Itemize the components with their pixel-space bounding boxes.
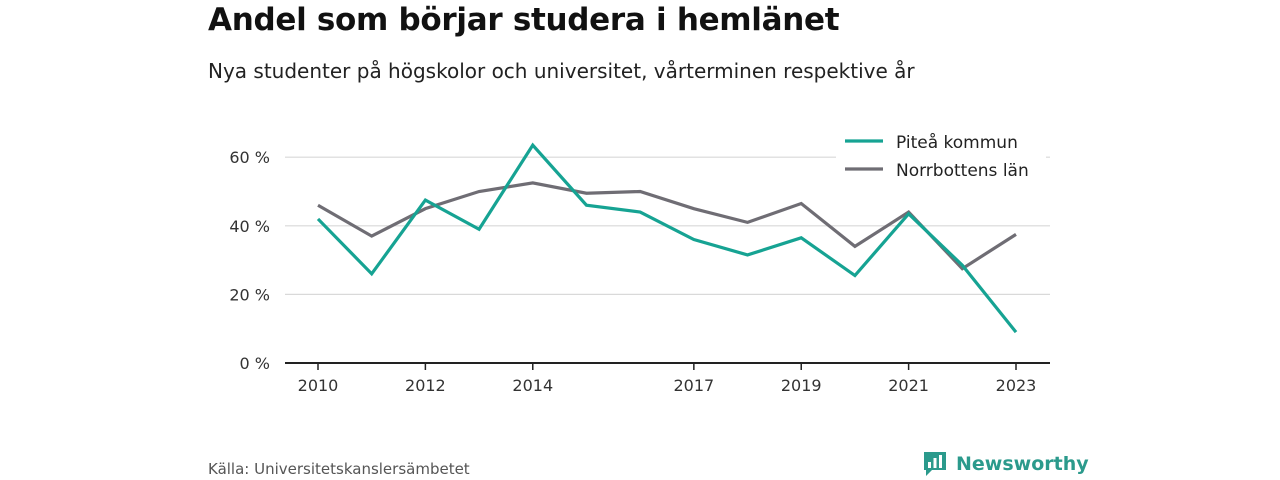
legend-label-2: Norrbottens län	[896, 161, 1029, 181]
x-tick-label: 2023	[996, 376, 1037, 395]
x-tick-label: 2021	[888, 376, 929, 395]
x-tick-label: 2014	[512, 376, 553, 395]
chart-title: Andel som börjar studera i hemlänet	[208, 2, 840, 38]
brand-logo: Newsworthy	[922, 450, 1089, 478]
x-tick-label: 2019	[781, 376, 822, 395]
bar-chart-speech-bubble-icon	[924, 452, 946, 476]
x-tick-label: 2010	[298, 376, 339, 395]
x-tick-label: 2017	[673, 376, 714, 395]
y-tick-label: 20 %	[229, 285, 270, 304]
legend-label-1: Piteå kommun	[896, 132, 1018, 153]
y-tick-label: 0 %	[240, 354, 270, 373]
series-lines	[316, 142, 1018, 334]
source-note: Källa: Universitetskanslersämbetet	[208, 460, 470, 478]
x-axis	[285, 362, 1050, 370]
y-tick-labels: 0 % 20 % 40 % 60 %	[229, 148, 270, 373]
brand-name: Newsworthy	[956, 453, 1089, 475]
chart-subtitle: Nya studenter på högskolor och universit…	[208, 59, 915, 83]
y-tick-label: 40 %	[229, 217, 270, 236]
legend-background	[836, 126, 1046, 188]
y-tick-label: 60 %	[229, 148, 270, 167]
x-tick-labels: 2010 2012 2014 2017 2019 2021 2023	[298, 376, 1037, 395]
x-tick-label: 2012	[405, 376, 446, 395]
legend: Piteå kommun Norrbottens län	[836, 126, 1046, 188]
series-line-1	[316, 142, 1018, 334]
